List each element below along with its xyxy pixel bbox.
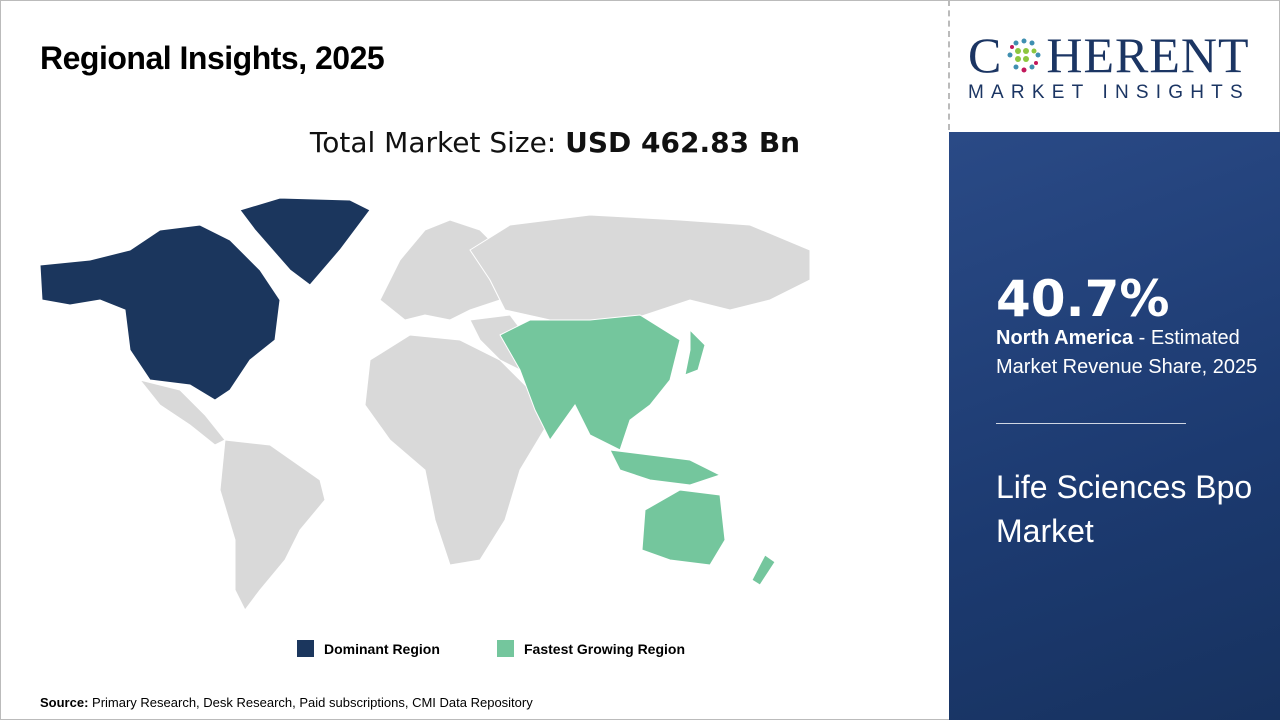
legend-swatch-fastest [497,640,514,657]
share-percent: 40.7% [996,270,1170,328]
legend-dominant: Dominant Region [297,640,440,657]
source-label: Source: [40,695,89,710]
legend-label-dominant: Dominant Region [324,640,440,657]
market-size-value: USD 462.83 Bn [565,126,801,159]
logo-wordmark: HERENT [1046,27,1250,83]
region-south-america [219,439,326,611]
world-map [39,197,811,611]
page-title: Regional Insights, 2025 [40,40,385,76]
region-mexico-central-america [138,379,226,446]
divider [948,0,950,130]
source-text: Primary Research, Desk Research, Paid su… [88,695,533,710]
region-new-zealand [751,554,776,586]
total-market-size: Total Market Size: USD 462.83 Bn [0,126,1110,159]
company-logo: C HERENT MARKET INSIGHTS [968,30,1263,104]
region-asia-pacific [499,314,681,451]
legend-fastest: Fastest Growing Region [497,640,685,657]
dominant-region-name: North America [996,327,1134,349]
legend-label-fastest: Fastest Growing Region [524,640,686,657]
share-description-text: - Estimated Market Revenue Share, 2025 [996,327,1258,378]
info-panel: 40.7% North America - Estimated Market R… [949,132,1280,720]
source-note: Source: Primary Research, Desk Research,… [40,695,533,710]
region-africa [364,334,551,566]
region-europe [379,219,501,321]
share-description: North America - Estimated Market Revenue… [996,324,1271,382]
globe-dots-icon [1007,38,1041,73]
region-australia [641,489,726,566]
region-japan [684,328,706,376]
market-name: Life Sciences Bpo Market [996,469,1253,549]
region-southeast-asia [609,449,722,486]
panel-divider [996,423,1186,424]
region-north-america [39,224,281,401]
logo-tagline: MARKET INSIGHTS [968,82,1250,103]
market-size-label: Total Market Size: [309,126,566,159]
region-greenland [239,197,371,286]
logo-letter: C [968,27,1003,83]
legend-swatch-dominant [297,640,314,657]
region-russia-north-asia [469,214,811,321]
